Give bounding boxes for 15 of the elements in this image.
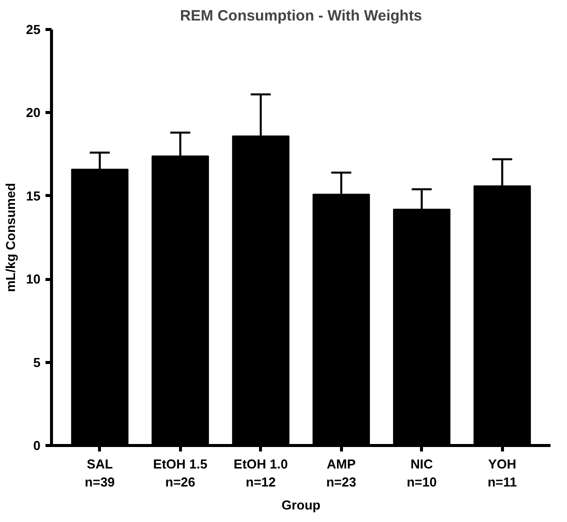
y-tick-label: 0 <box>33 438 41 453</box>
y-tick-label: 20 <box>26 105 41 120</box>
x-tick-label: AMP n=23 <box>326 456 356 490</box>
x-tick-label: EtOH 1.0 n=12 <box>234 456 288 490</box>
y-axis-title: mL/kg Consumed <box>3 182 18 292</box>
x-axis-title: Group <box>282 498 321 512</box>
x-tick-label: NIC n=10 <box>406 456 437 490</box>
x-tick-label: YOH n=11 <box>488 456 517 490</box>
y-tick-label: 5 <box>33 354 41 370</box>
y-tick-label: 15 <box>26 188 41 204</box>
x-tick-label: SAL n=39 <box>84 456 115 490</box>
x-tick-label: EtOH 1.5 n=26 <box>153 456 208 490</box>
y-tick-label: 10 <box>26 272 41 287</box>
y-tick-label: 25 <box>26 22 41 37</box>
chart-title: REM Consumption - With Weights <box>180 8 422 24</box>
